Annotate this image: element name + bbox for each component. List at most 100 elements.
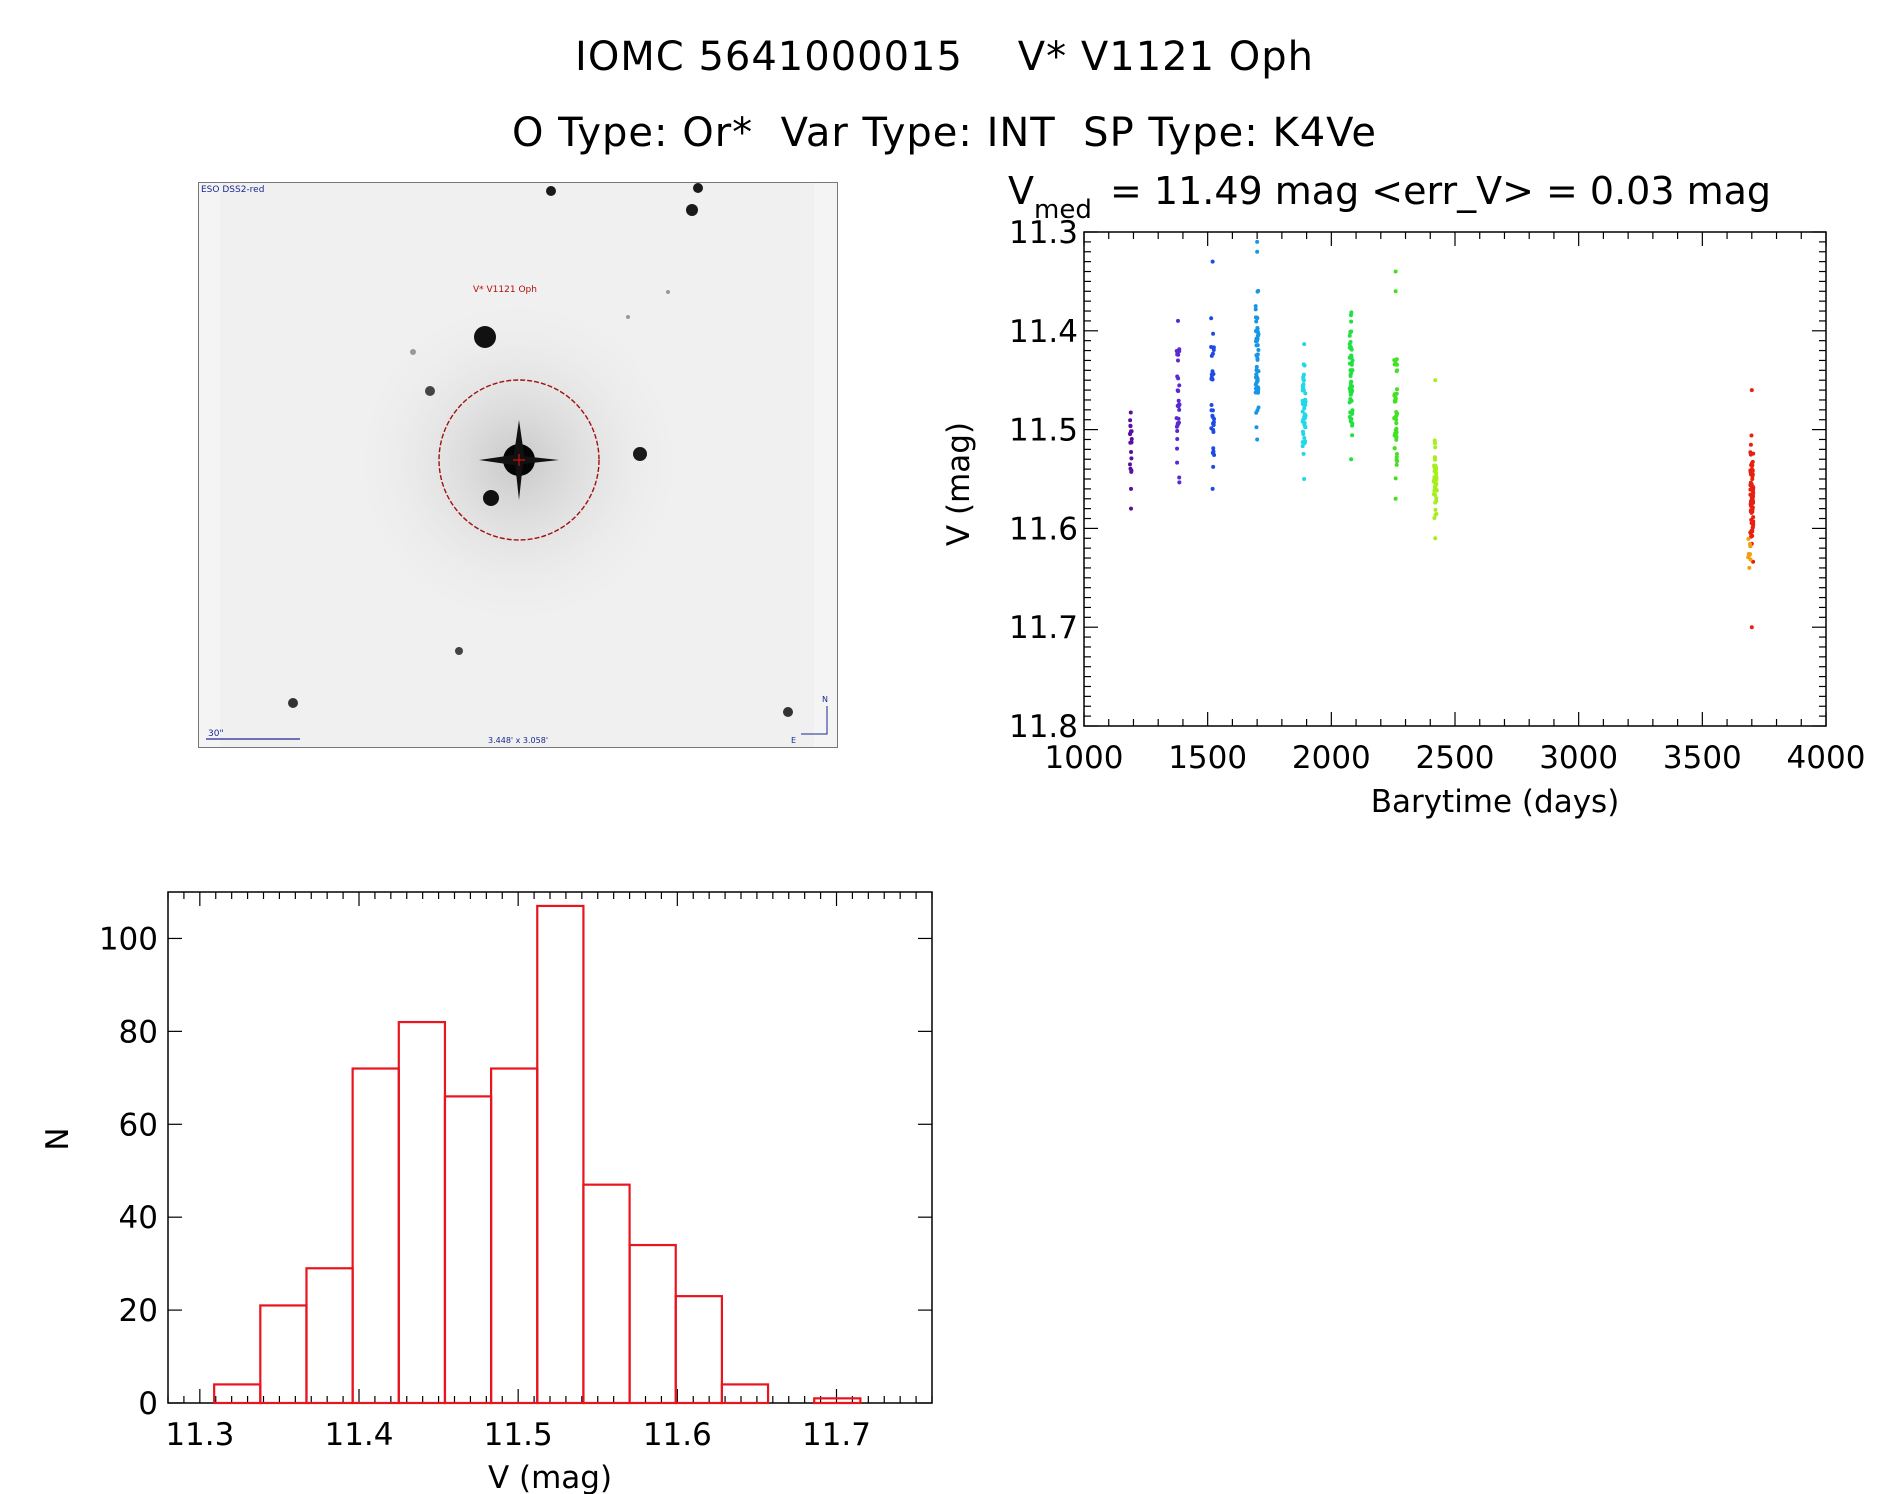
lc-point [1750, 505, 1755, 510]
lc-point [1433, 485, 1438, 490]
lc-point [1253, 329, 1258, 334]
lc-point [1749, 497, 1754, 502]
lc-point [1392, 393, 1397, 398]
lc-point [1393, 428, 1398, 433]
lc-point [1750, 488, 1755, 493]
lc-point [1433, 467, 1438, 472]
hist-y-tick-label: 0 [138, 1386, 158, 1422]
hist-bar [443, 1095, 493, 1405]
lc-point [1303, 425, 1308, 430]
hist-bar [490, 1067, 539, 1405]
star [546, 186, 556, 196]
lc-point [1395, 411, 1400, 416]
lc-point [1349, 355, 1354, 360]
lc-point [1302, 420, 1307, 425]
lc-point [1393, 396, 1398, 401]
lc-point [1751, 500, 1756, 505]
lc-point [1432, 438, 1437, 443]
lc-point [1347, 361, 1352, 366]
lc-point [1350, 433, 1355, 438]
lc-point [1303, 391, 1308, 396]
lc-point [1434, 481, 1439, 486]
lc-point [1348, 419, 1353, 424]
lc-point [1347, 345, 1352, 350]
lc-point [1301, 385, 1306, 390]
lc-point [1347, 415, 1352, 420]
lc-point [1211, 429, 1216, 434]
lc-point [1432, 463, 1437, 468]
lc-point [1303, 439, 1308, 444]
star [783, 707, 793, 717]
lc-point [1347, 355, 1352, 360]
lc-point [1349, 353, 1354, 358]
star [288, 698, 298, 708]
lc-point [1348, 380, 1353, 385]
lc-point [1209, 408, 1214, 413]
lc-ylabel: V (mag) [941, 422, 977, 546]
lc-point [1394, 421, 1399, 426]
lc-point [1303, 402, 1308, 407]
lc-point [1129, 468, 1134, 473]
lc-point [1301, 377, 1306, 382]
hist-y-tick-label: 40 [119, 1200, 158, 1236]
star [633, 447, 647, 461]
lc-point [1392, 415, 1397, 420]
lc-point [1254, 353, 1259, 358]
lc-point [1303, 397, 1308, 402]
lc-point [1300, 444, 1305, 449]
lc-point [1431, 479, 1436, 484]
lc-point [1748, 450, 1753, 455]
lc-point [1177, 475, 1182, 480]
lc-point [1210, 377, 1215, 382]
lc-point [1433, 463, 1438, 468]
lc-point [1255, 337, 1260, 342]
hist-plot-frame [167, 891, 933, 1404]
lc-point [1392, 433, 1397, 438]
lc-point [1748, 442, 1753, 447]
lc-point [1749, 507, 1754, 512]
lc-point [1394, 437, 1399, 442]
lc-y-tick-label: 11.3 [1009, 215, 1078, 251]
lc-point [1349, 391, 1354, 396]
lc-point [1348, 391, 1353, 396]
lc-point [1212, 453, 1217, 458]
hist-x-tick-label: 11.7 [802, 1417, 871, 1453]
lc-point [1749, 492, 1754, 497]
lc-point [1746, 552, 1751, 557]
lc-point [1128, 440, 1133, 445]
lc-point [1394, 426, 1399, 431]
lc-point [1302, 416, 1307, 421]
lc-point [1433, 478, 1438, 483]
lc-point [1348, 410, 1353, 415]
lc-point [1128, 431, 1133, 436]
hist-bar [305, 1267, 354, 1405]
lc-point [1751, 515, 1756, 520]
lc-title-v: V [1008, 169, 1034, 213]
lc-point [1748, 487, 1753, 492]
star [483, 490, 499, 506]
lc-point [1433, 479, 1438, 484]
lc-point [1393, 395, 1398, 400]
lc-point [1348, 345, 1353, 350]
lc-point [1432, 515, 1437, 520]
lc-x-tick-label: 3000 [1539, 740, 1618, 776]
lc-point [1393, 432, 1398, 437]
lc-point [1434, 477, 1439, 482]
lc-point [1393, 476, 1398, 481]
lc-point [1749, 481, 1754, 486]
lc-point [1392, 416, 1397, 421]
lc-point [1175, 374, 1180, 379]
lc-point [1749, 473, 1754, 478]
lc-point [1211, 427, 1216, 432]
lc-point [1392, 446, 1397, 451]
star [626, 315, 630, 319]
lc-point [1748, 509, 1753, 514]
lc-point [1394, 413, 1399, 418]
lc-point [1749, 467, 1754, 472]
lc-point [1750, 488, 1755, 493]
lc-point [1749, 495, 1754, 500]
lc-point [1751, 487, 1756, 492]
lc-point [1748, 483, 1753, 488]
lc-point [1300, 429, 1305, 434]
lc-point [1254, 315, 1259, 320]
